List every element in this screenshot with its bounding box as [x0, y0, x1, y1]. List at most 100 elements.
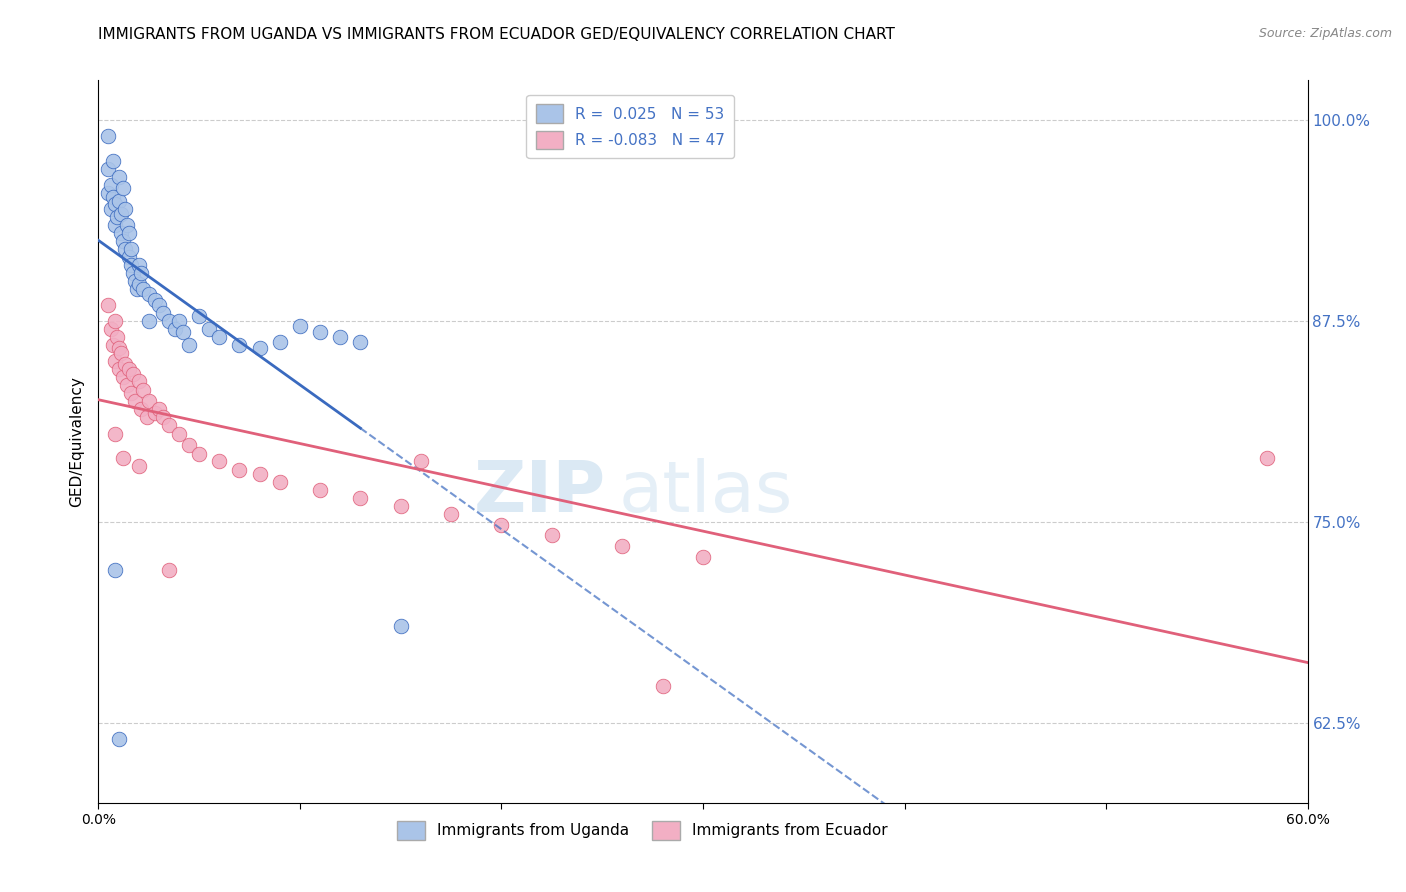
Point: [157, 418, 180, 433]
Point: [143, 293, 166, 308]
Point: [121, 266, 143, 280]
Point: [288, 318, 311, 333]
Point: [105, 210, 128, 224]
Point: [107, 194, 129, 208]
Legend: Immigrants from Uganda, Immigrants from Ecuador: Immigrants from Uganda, Immigrants from …: [391, 815, 894, 846]
Point: [329, 330, 352, 344]
Point: [138, 394, 160, 409]
Point: [129, 402, 152, 417]
Point: [138, 286, 160, 301]
Point: [103, 314, 125, 328]
Point: [157, 314, 180, 328]
Point: [105, 330, 128, 344]
Point: [540, 527, 562, 541]
Point: [101, 190, 124, 204]
Point: [138, 314, 160, 328]
Point: [269, 475, 291, 489]
Text: Source: ZipAtlas.com: Source: ZipAtlas.com: [1258, 27, 1392, 40]
Point: [198, 322, 221, 336]
Point: [228, 463, 250, 477]
Point: [651, 679, 673, 693]
Point: [103, 218, 125, 232]
Point: [128, 458, 150, 473]
Point: [228, 338, 250, 352]
Point: [179, 438, 201, 452]
Point: [143, 406, 166, 420]
Point: [148, 298, 170, 312]
Point: [148, 402, 170, 417]
Point: [309, 483, 332, 497]
Point: [125, 282, 148, 296]
Point: [111, 234, 134, 248]
Point: [135, 410, 157, 425]
Point: [101, 338, 124, 352]
Point: [440, 507, 463, 521]
Point: [152, 410, 174, 425]
Point: [157, 563, 180, 577]
Point: [389, 499, 412, 513]
Point: [208, 330, 231, 344]
Point: [249, 342, 271, 356]
Point: [110, 206, 132, 220]
Point: [188, 447, 211, 461]
Point: [128, 258, 150, 272]
Point: [107, 169, 129, 184]
Point: [100, 322, 122, 336]
Point: [491, 518, 513, 533]
Point: [118, 226, 141, 240]
Point: [100, 178, 122, 192]
Point: [97, 129, 120, 144]
Point: [389, 619, 412, 633]
Point: [129, 266, 152, 280]
Point: [612, 539, 634, 553]
Point: [111, 370, 134, 384]
Point: [269, 334, 291, 349]
Point: [115, 378, 138, 392]
Point: [692, 550, 714, 565]
Point: [118, 250, 141, 264]
Point: [167, 314, 190, 328]
Point: [179, 338, 201, 352]
Point: [120, 242, 142, 256]
Point: [97, 298, 120, 312]
Point: [103, 354, 125, 368]
Point: [110, 226, 132, 240]
Point: [120, 258, 142, 272]
Point: [1256, 450, 1278, 465]
Point: [309, 326, 332, 340]
Point: [97, 186, 120, 200]
Point: [110, 346, 132, 360]
Point: [208, 454, 231, 468]
Point: [111, 450, 134, 465]
Point: [152, 306, 174, 320]
Point: [114, 358, 136, 372]
Point: [114, 242, 136, 256]
Point: [132, 282, 155, 296]
Point: [103, 197, 125, 211]
Y-axis label: GED/Equivalency: GED/Equivalency: [69, 376, 84, 507]
Point: [132, 383, 155, 397]
Point: [115, 218, 138, 232]
Point: [101, 153, 124, 168]
Point: [167, 426, 190, 441]
Text: ZIP: ZIP: [474, 458, 606, 526]
Point: [128, 277, 150, 292]
Point: [107, 731, 129, 746]
Point: [111, 181, 134, 195]
Point: [107, 362, 129, 376]
Point: [163, 322, 186, 336]
Point: [121, 367, 143, 381]
Point: [249, 467, 271, 481]
Point: [409, 454, 432, 468]
Text: IMMIGRANTS FROM UGANDA VS IMMIGRANTS FROM ECUADOR GED/EQUIVALENCY CORRELATION CH: IMMIGRANTS FROM UGANDA VS IMMIGRANTS FRO…: [98, 27, 896, 42]
Point: [107, 342, 129, 356]
Point: [100, 202, 122, 216]
Point: [103, 563, 125, 577]
Text: atlas: atlas: [619, 458, 793, 526]
Point: [349, 334, 371, 349]
Point: [128, 374, 150, 388]
Point: [103, 426, 125, 441]
Point: [124, 394, 146, 409]
Point: [349, 491, 371, 505]
Point: [188, 310, 211, 324]
